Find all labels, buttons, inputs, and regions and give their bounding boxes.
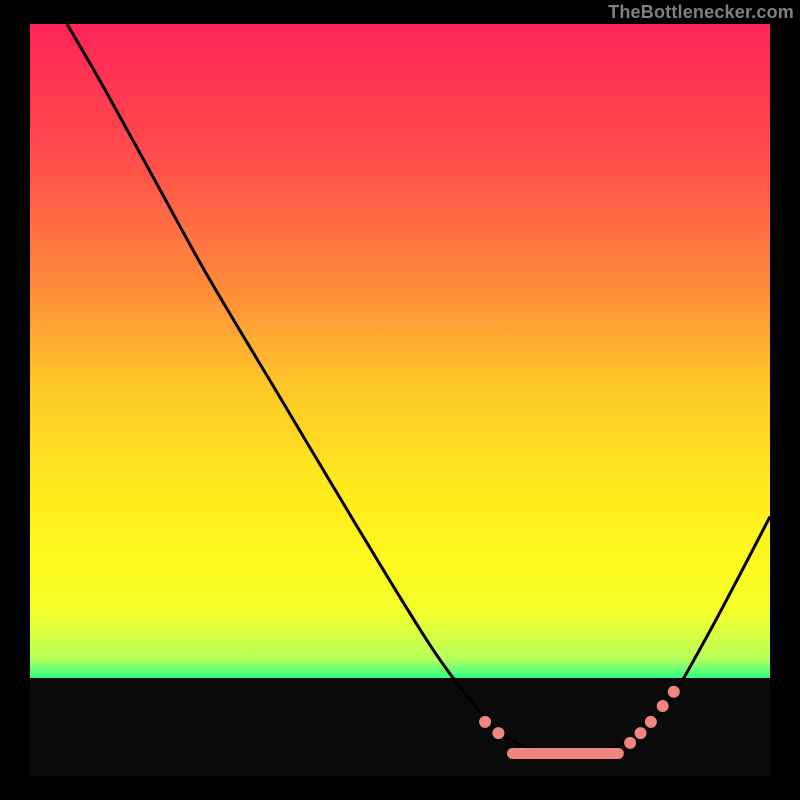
bottom-band (30, 678, 770, 776)
attribution-text: TheBottlenecker.com (608, 2, 794, 23)
chart-stage: TheBottlenecker.com (0, 0, 800, 800)
gradient-background (30, 24, 770, 678)
plot-area (30, 24, 770, 776)
